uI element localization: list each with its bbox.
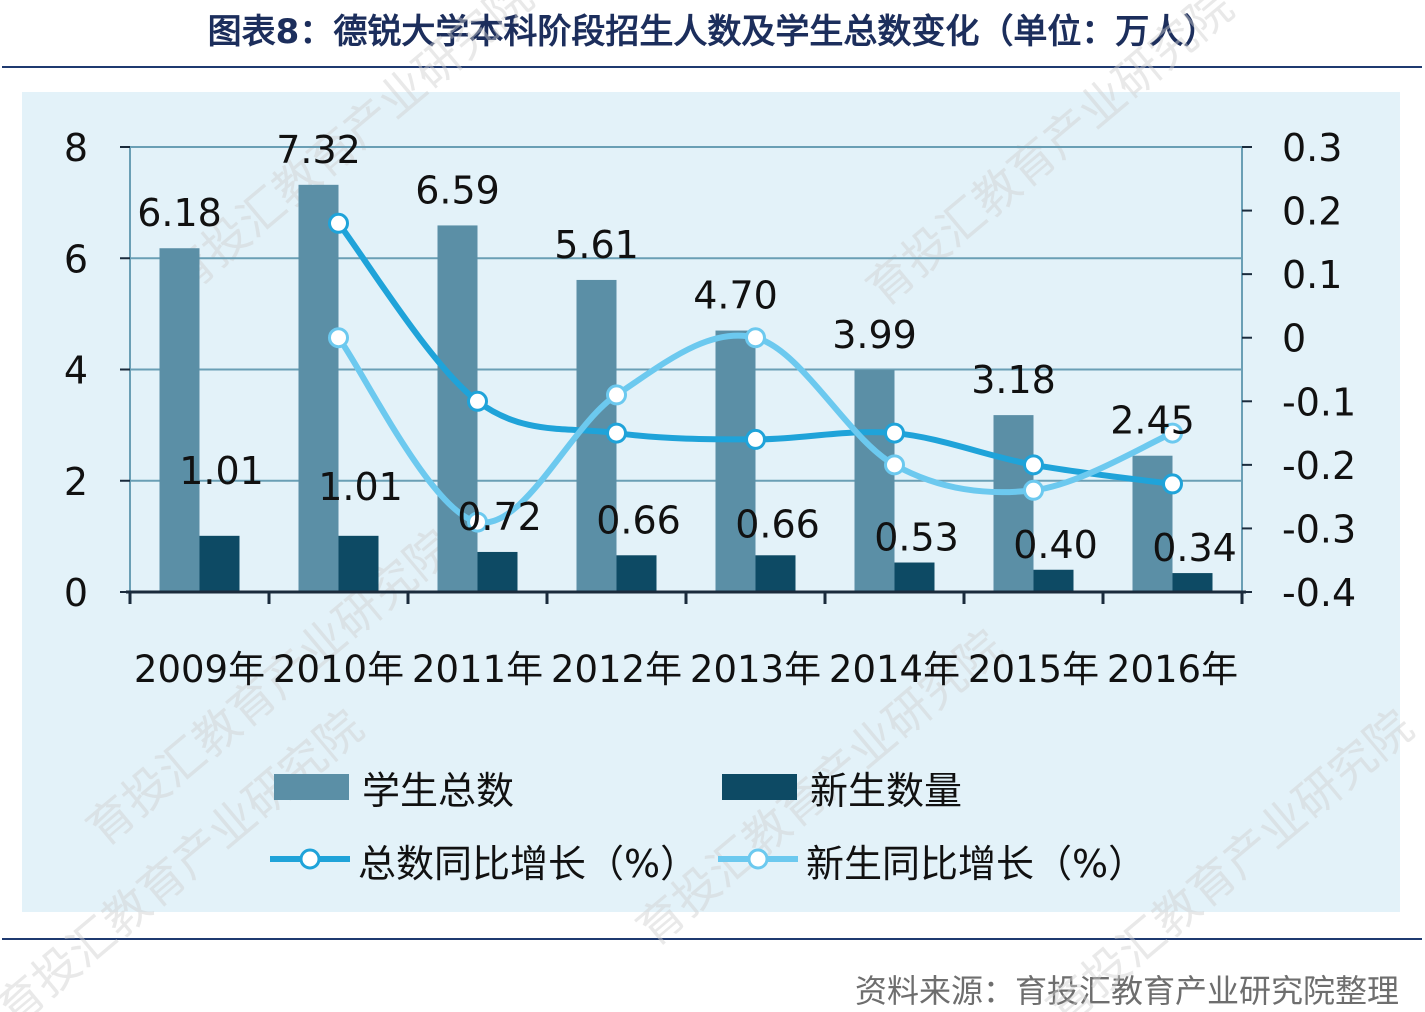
legend-marker — [299, 848, 321, 870]
line-new-growth-marker — [1023, 479, 1044, 501]
bar-new — [199, 535, 240, 592]
bottom-rule — [2, 938, 1422, 940]
bar-new — [338, 535, 379, 592]
y-right-tick-label: 0 — [1282, 317, 1306, 361]
y-left-tick-label: 4 — [64, 349, 88, 393]
bar-new — [894, 562, 935, 592]
bar-new — [755, 555, 796, 592]
bar-total — [159, 248, 200, 593]
bar-total — [715, 330, 756, 592]
bar-total — [993, 415, 1034, 592]
bar-total — [854, 370, 895, 592]
top-rule — [2, 66, 1422, 68]
x-tick-label: 2011年 — [412, 648, 543, 691]
watermark-text: 育投汇教育产业研究院 — [856, 0, 1243, 316]
line-new-growth-marker — [467, 511, 488, 533]
x-tick-label: 2012年 — [551, 648, 682, 691]
line-total-growth-marker — [1023, 454, 1044, 476]
data-label-new: 0.53 — [874, 516, 959, 560]
y-left-tick-label: 6 — [64, 237, 88, 281]
data-label-new: 0.40 — [1013, 523, 1098, 567]
data-label-new: 1.01 — [318, 465, 403, 509]
y-left-tick-label: 2 — [64, 460, 88, 504]
bar-new — [616, 555, 657, 592]
bars-layer — [159, 184, 1213, 593]
data-label-total: 3.18 — [971, 358, 1056, 402]
labels-layer: 0 2 4 6 8 0.3 0.2 0.1 0 -0.1 -0.2 -0.3 -0.4 2009年 2010… — [64, 126, 1356, 691]
line-new-growth-marker — [328, 327, 349, 349]
legend-label: 新生数量 — [810, 769, 962, 813]
line-total-growth-marker — [328, 212, 349, 234]
line-total-growth-marker — [745, 428, 766, 450]
y-right-tick-label: -0.3 — [1282, 507, 1356, 551]
line-total-growth-marker — [884, 422, 905, 444]
legend-label: 新生同比增长（%） — [806, 842, 1146, 886]
line-new-growth-marker — [1162, 422, 1183, 444]
lines-layer — [328, 212, 1183, 533]
line-new-growth-marker — [606, 384, 627, 406]
y-right-tick-label: 0.2 — [1282, 190, 1342, 234]
data-label-total: 5.61 — [554, 223, 639, 267]
y-left-tick-label: 8 — [64, 126, 88, 170]
line-total-growth-marker — [467, 390, 488, 412]
x-tick-label: 2014年 — [829, 648, 960, 691]
legend-swatch — [274, 774, 349, 800]
data-label-total: 3.99 — [832, 313, 917, 357]
data-label-total: 2.45 — [1110, 399, 1195, 443]
data-label-new: 0.34 — [1152, 526, 1237, 570]
legend-label: 学生总数 — [362, 769, 514, 813]
legend-swatch — [722, 774, 797, 800]
bar-new — [1033, 569, 1074, 592]
axes-layer — [120, 146, 1252, 604]
line-total-growth-marker — [606, 422, 627, 444]
data-label-total: 4.70 — [693, 274, 778, 318]
y-right-tick-label: -0.2 — [1282, 444, 1356, 488]
data-label-total: 7.32 — [276, 128, 361, 172]
legend-label: 总数同比增长（%） — [358, 842, 698, 886]
chart-title: 图表8：德锐大学本科阶段招生人数及学生总数变化（单位：万人） — [207, 12, 1218, 52]
x-tick-label: 2009年 — [134, 648, 265, 691]
y-right-tick-label: -0.1 — [1282, 380, 1356, 424]
y-right-tick-label: 0.1 — [1282, 253, 1342, 297]
line-total-growth-marker — [1162, 473, 1183, 495]
data-label-total: 6.59 — [415, 168, 500, 212]
legend-marker — [747, 848, 769, 870]
y-left-tick-label: 0 — [64, 571, 88, 615]
x-tick-label: 2010年 — [273, 648, 404, 691]
data-label-new: 0.72 — [457, 495, 542, 539]
data-label-new: 0.66 — [735, 502, 820, 546]
line-new-growth-marker — [745, 327, 766, 349]
source-note: 资料来源：育投汇教育产业研究院整理 — [854, 972, 1399, 1010]
y-right-tick-label: -0.4 — [1282, 571, 1356, 615]
x-tick-label: 2013年 — [690, 648, 821, 691]
x-tick-label: 2015年 — [968, 648, 1099, 691]
data-label-new: 1.01 — [179, 449, 264, 493]
bar-new — [1172, 573, 1213, 592]
data-label-total: 6.18 — [137, 191, 222, 235]
bar-total — [298, 184, 339, 592]
x-tick-label: 2016年 — [1107, 648, 1238, 691]
line-new-growth-marker — [884, 454, 905, 476]
y-right-tick-label: 0.3 — [1282, 126, 1342, 170]
data-label-new: 0.66 — [596, 498, 681, 542]
bar-new — [477, 551, 518, 592]
